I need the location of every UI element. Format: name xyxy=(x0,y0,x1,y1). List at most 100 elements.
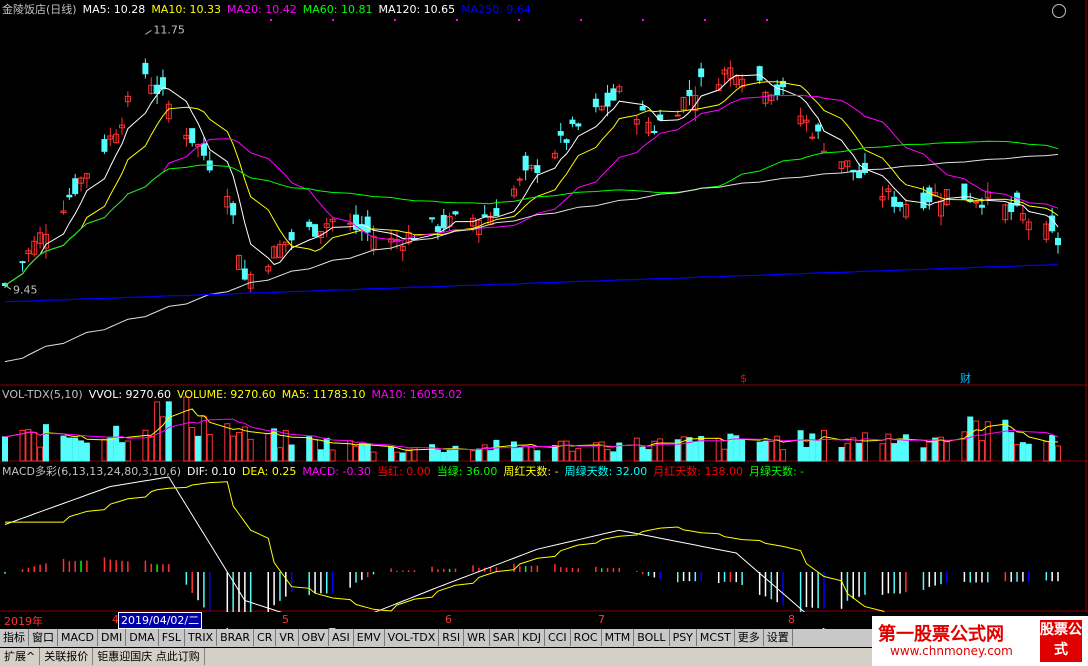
tab-1[interactable]: 窗口 xyxy=(29,629,58,646)
vol-legend-0: VOL-TDX(5,10) xyxy=(2,388,83,401)
tab-9[interactable]: VR xyxy=(276,629,299,646)
vol-legend-3: MA5: 11783.10 xyxy=(281,388,366,401)
volume-bar xyxy=(37,446,44,462)
volume-bar xyxy=(317,449,324,462)
volume-bar xyxy=(721,448,728,462)
tab-16[interactable]: SAR xyxy=(489,629,520,646)
candle-body xyxy=(739,78,746,88)
tab-20[interactable]: MTM xyxy=(601,629,635,646)
volume-bar xyxy=(148,436,155,462)
candle-body xyxy=(265,266,272,272)
candle-body xyxy=(276,244,283,258)
tab-25[interactable]: 设置 xyxy=(763,629,793,646)
vol-legend-1: VVOL: 9270.60 xyxy=(88,388,172,401)
tab-24[interactable]: 更多 xyxy=(734,629,764,646)
candle-body xyxy=(762,91,769,104)
candle-body xyxy=(692,94,699,112)
candle-body xyxy=(926,187,933,203)
candle-body xyxy=(317,230,324,238)
signal-dot xyxy=(580,19,582,21)
tab-0[interactable]: 指标 xyxy=(0,629,29,646)
candle-body xyxy=(522,155,529,171)
candle-body xyxy=(1025,221,1032,231)
volume-bar xyxy=(534,450,541,462)
bottom-item-0[interactable]: 扩展^ xyxy=(0,648,41,665)
macd-legend-2: DEA: 0.25 xyxy=(241,465,297,478)
candle-body xyxy=(803,119,810,123)
volume-bar xyxy=(657,438,664,462)
volume-bar xyxy=(973,420,980,462)
volume-bar xyxy=(224,423,231,462)
candle-body xyxy=(230,203,237,216)
candle-body xyxy=(902,203,909,218)
volume-bar xyxy=(821,429,827,462)
tab-21[interactable]: BOLL xyxy=(634,629,670,646)
price-header: 金陵饭店(日线) MA5: 10.28 MA10: 10.33 MA20: 10.42… xyxy=(2,3,543,17)
volume-bar xyxy=(557,440,564,462)
close-circle-icon[interactable] xyxy=(1052,4,1066,18)
volume-bar xyxy=(236,431,242,462)
macd-legend-3: MACD: -0.30 xyxy=(302,465,371,478)
candle-body xyxy=(107,135,114,140)
volume-bar xyxy=(107,436,114,462)
volume-bar xyxy=(861,432,868,462)
volume-bar xyxy=(686,437,693,462)
volume-bar xyxy=(206,433,213,462)
tab-10[interactable]: OBV xyxy=(298,629,329,646)
watermark-title: 第一股票公式网 xyxy=(878,624,1004,645)
candle-body xyxy=(604,92,611,107)
tab-6[interactable]: TRIX xyxy=(184,629,218,646)
candle-body xyxy=(557,131,564,136)
cursor-date: 2019/04/02/二 xyxy=(118,612,203,629)
tab-13[interactable]: VOL-TDX xyxy=(384,629,440,646)
bottom-item-2[interactable]: 钜惠迎国庆 点此订购 xyxy=(93,648,205,665)
tab-4[interactable]: DMA xyxy=(126,629,159,646)
tab-3[interactable]: DMI xyxy=(97,629,127,646)
candle-body xyxy=(610,88,617,101)
candle-body xyxy=(551,152,558,159)
candle-body xyxy=(470,217,476,227)
volume-bar xyxy=(119,442,125,462)
volume-bar xyxy=(353,445,359,462)
volume-bar xyxy=(563,440,570,462)
tab-11[interactable]: ASI xyxy=(328,629,354,646)
tab-19[interactable]: ROC xyxy=(570,629,602,646)
candle-body xyxy=(639,106,646,111)
tab-14[interactable]: RSI xyxy=(439,629,465,646)
candle-body xyxy=(733,76,740,85)
volume-bar xyxy=(1049,435,1056,462)
ma250-line xyxy=(4,263,1059,303)
macd-legend-0: MACD多彩(6,13,13,24,80,3,10,6) xyxy=(2,465,182,478)
candle-body xyxy=(481,214,488,217)
bottom-item-1[interactable]: 关联报价 xyxy=(40,648,94,665)
volume-bar xyxy=(850,437,857,462)
tab-5[interactable]: FSL xyxy=(158,629,185,646)
volume-bar xyxy=(610,451,617,462)
tab-22[interactable]: PSY xyxy=(669,629,697,646)
tab-8[interactable]: CR xyxy=(254,629,277,646)
volume-bar xyxy=(165,401,172,462)
event-marker-0: $ xyxy=(740,372,747,385)
volume-bar xyxy=(364,443,371,462)
signal-dot xyxy=(642,19,644,21)
tab-7[interactable]: BRAR xyxy=(217,629,255,646)
candle-body xyxy=(247,273,254,289)
volume-bar xyxy=(651,440,658,462)
tab-15[interactable]: WR xyxy=(464,629,490,646)
candle-body xyxy=(797,115,804,125)
volume-bar xyxy=(1002,419,1009,462)
tab-12[interactable]: EMV xyxy=(353,629,385,646)
tab-23[interactable]: MCST xyxy=(696,629,735,646)
tab-17[interactable]: KDJ xyxy=(519,629,545,646)
volume-bar xyxy=(674,439,681,462)
tab-2[interactable]: MACD xyxy=(58,629,98,646)
candle-body xyxy=(78,177,85,184)
volume-bar xyxy=(399,452,406,462)
annotation-pointer xyxy=(145,29,152,35)
tab-18[interactable]: CCI xyxy=(544,629,571,646)
candle-body xyxy=(364,216,371,233)
candle-body xyxy=(698,68,705,78)
volume-bar xyxy=(60,435,67,462)
candle-body xyxy=(370,235,377,250)
